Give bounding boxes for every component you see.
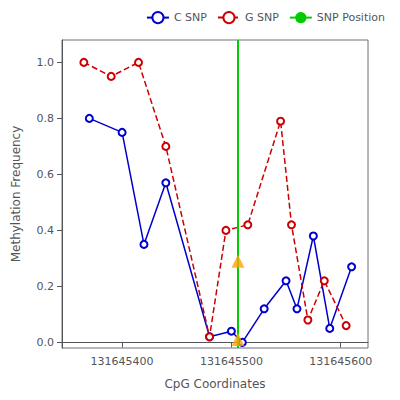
svg-text:Methylation Frequency: Methylation Frequency: [9, 126, 23, 263]
svg-text:0.6: 0.6: [37, 168, 55, 181]
svg-text:C SNP: C SNP: [174, 11, 207, 24]
svg-text:131645400: 131645400: [91, 355, 154, 368]
svg-text:131645600: 131645600: [309, 355, 372, 368]
svg-text:0.2: 0.2: [37, 280, 55, 293]
svg-text:G SNP: G SNP: [245, 11, 279, 24]
svg-text:SNP Position: SNP Position: [317, 11, 385, 24]
svg-text:0.4: 0.4: [37, 224, 55, 237]
svg-text:CpG Coordinates: CpG Coordinates: [164, 377, 265, 391]
svg-text:1.0: 1.0: [37, 56, 55, 69]
svg-text:0.8: 0.8: [37, 112, 55, 125]
svg-text:131645500: 131645500: [200, 355, 263, 368]
svg-text:0.0: 0.0: [37, 336, 55, 349]
